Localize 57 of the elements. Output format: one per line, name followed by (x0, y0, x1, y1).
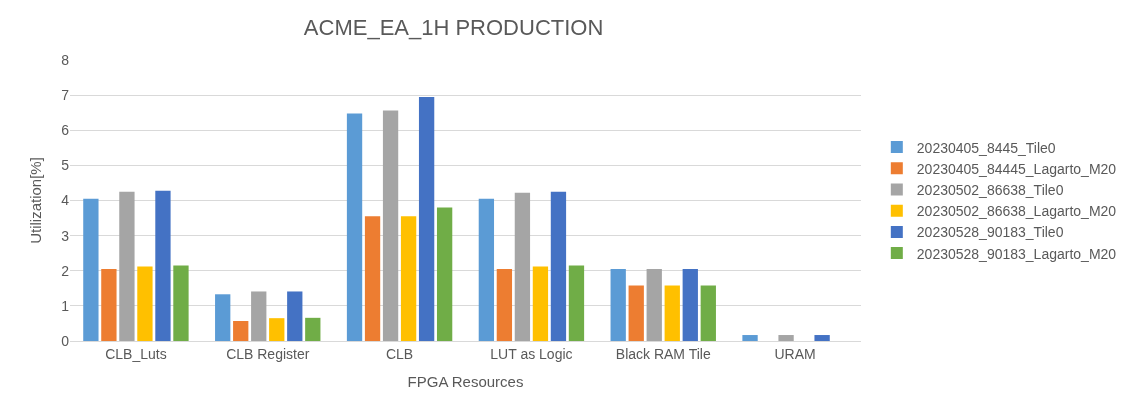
bar (287, 291, 303, 341)
x-tick-label: LUT as Logic (490, 345, 573, 362)
y-tick-label: 8 (61, 51, 70, 68)
bar (628, 285, 644, 341)
bar (137, 266, 153, 341)
bar (251, 291, 267, 341)
x-axis-title: FPGA Resources (407, 372, 524, 390)
bar (436, 207, 453, 341)
bar (814, 335, 830, 341)
y-tick-label: 4 (61, 192, 70, 209)
y-tick-label: 2 (61, 262, 70, 279)
bar (119, 191, 135, 341)
x-tick-label: CLB Register (226, 345, 310, 362)
bar (382, 110, 399, 341)
bar (646, 268, 662, 341)
y-axis-title: Utilization[%] (27, 157, 45, 244)
bar (664, 285, 680, 341)
bar (101, 268, 117, 341)
bar (269, 318, 285, 341)
bar (742, 335, 758, 341)
bar (418, 96, 435, 341)
bar (305, 317, 321, 341)
legend-label: 20230405_84445_Lagarto_M20 (916, 160, 1117, 177)
bar (532, 266, 549, 341)
y-tick-label: 7 (61, 87, 70, 104)
bar (155, 190, 171, 341)
bar (233, 320, 249, 341)
legend-label: 20230502_86638_Lagarto_M20 (916, 203, 1117, 220)
bar (568, 265, 585, 341)
y-tick-label: 6 (61, 122, 70, 139)
bar (364, 216, 381, 341)
bar (550, 191, 567, 341)
bar (173, 265, 189, 341)
bar (778, 335, 794, 341)
bar (215, 294, 231, 341)
bar (346, 113, 363, 341)
y-tick-label: 5 (61, 157, 70, 174)
legend-label: 20230405_8445_Tile0 (916, 139, 1056, 156)
x-tick-label: CLB (385, 345, 414, 362)
legend-label: 20230502_86638_Tile0 (916, 181, 1064, 198)
x-tick-label: URAM (774, 345, 816, 362)
bar (514, 192, 531, 341)
bar (478, 198, 495, 341)
bar (700, 285, 716, 341)
bar (400, 216, 417, 341)
bar (496, 268, 513, 341)
x-tick-label: CLB_Luts (105, 345, 167, 362)
bar (83, 198, 99, 341)
legend-label: 20230528_90183_Lagarto_M20 (916, 245, 1117, 262)
y-tick-label: 1 (61, 297, 70, 314)
y-tick-label: 0 (61, 332, 70, 349)
y-tick-label: 3 (61, 227, 70, 244)
chart-title: ACME_EA_1H PRODUCTION (303, 15, 604, 41)
bar (682, 268, 698, 341)
bar (610, 268, 626, 341)
x-tick-label: Black RAM Tile (615, 345, 711, 362)
legend-label: 20230528_90183_Tile0 (916, 224, 1064, 241)
